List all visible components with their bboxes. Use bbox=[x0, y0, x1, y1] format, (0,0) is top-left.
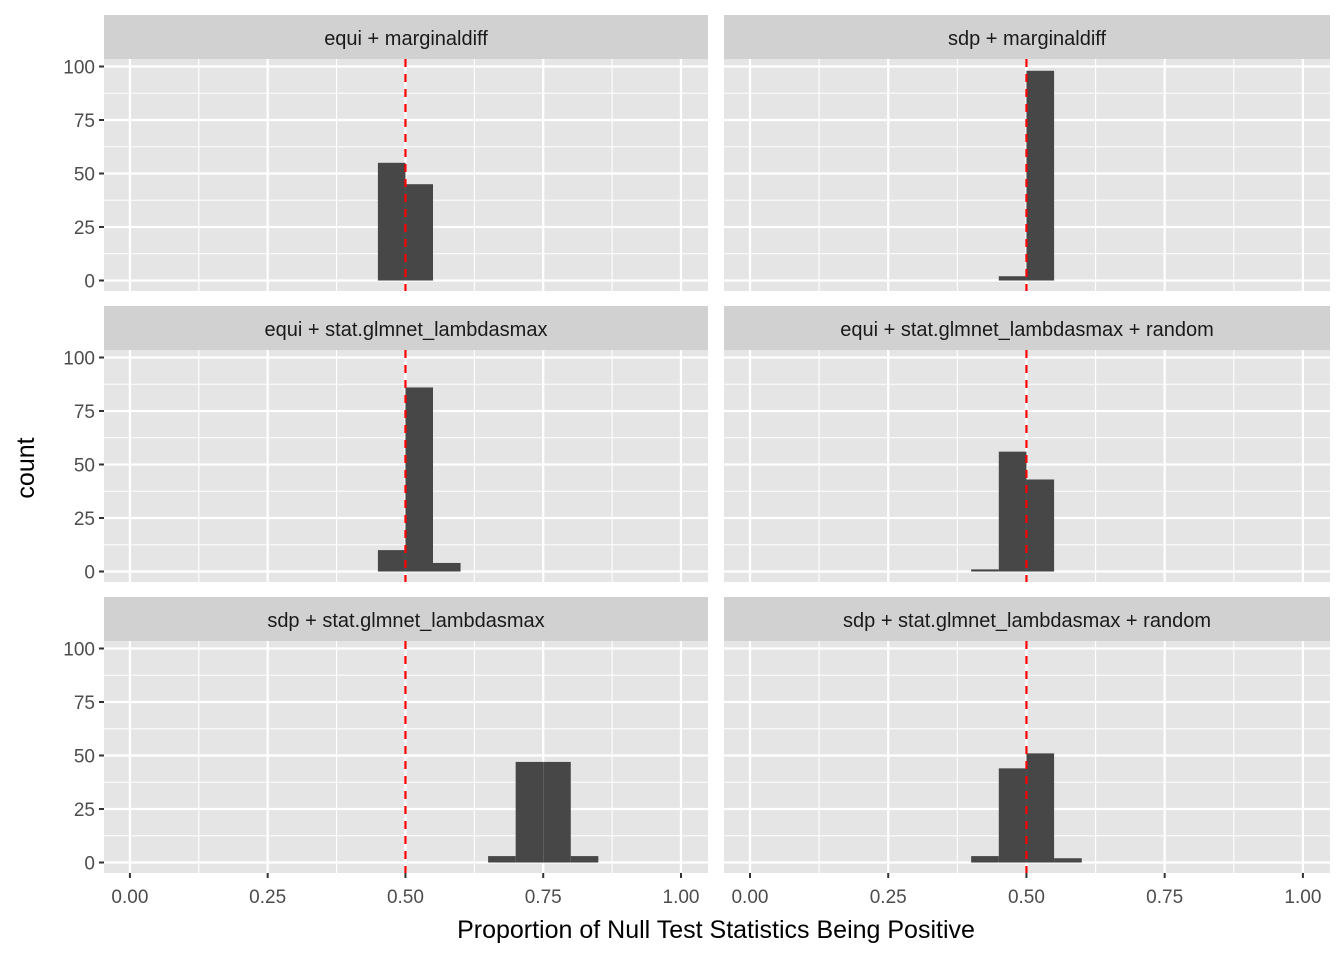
x-tick-label: 0.75 bbox=[1146, 887, 1183, 908]
histogram-bar bbox=[405, 184, 434, 281]
x-tick-label: 1.00 bbox=[1284, 887, 1321, 908]
facet-strip-label: sdp + marginaldiff bbox=[948, 28, 1107, 50]
x-axis-title: Proportion of Null Test Statistics Being… bbox=[457, 916, 975, 944]
y-tick-label: 50 bbox=[74, 747, 95, 768]
y-tick-label: 50 bbox=[74, 165, 95, 186]
x-tick-label: 0.00 bbox=[731, 887, 768, 908]
y-tick-label: 100 bbox=[63, 639, 95, 660]
y-tick-label: 0 bbox=[84, 272, 95, 293]
facet-panel: equi + stat.glmnet_lambdasmax 0 25 50 75 100 bbox=[63, 306, 708, 584]
histogram-bar bbox=[998, 768, 1027, 863]
y-tick-label: 100 bbox=[63, 348, 95, 369]
histogram-bar bbox=[488, 856, 516, 863]
histogram-bar bbox=[998, 451, 1027, 572]
facet-strip bbox=[724, 15, 1330, 59]
histogram-bar bbox=[405, 387, 434, 572]
facet-panel: sdp + stat.glmnet_lambdasmax + random 0.0… bbox=[724, 597, 1330, 908]
facet-strip-label: sdp + stat.glmnet_lambdasmax + random bbox=[843, 610, 1211, 632]
x-tick-label: 0.50 bbox=[387, 887, 424, 908]
facet-panel: sdp + stat.glmnet_lambdasmax 0 25 50 75 100 0.… bbox=[63, 597, 708, 908]
facet-panel: equi + stat.glmnet_lambdasmax + random bbox=[724, 306, 1330, 582]
facet-strip-label: equi + stat.glmnet_lambdasmax bbox=[265, 319, 548, 341]
facet-strip bbox=[104, 597, 708, 641]
y-tick-label: 25 bbox=[74, 218, 95, 239]
facet-strip bbox=[104, 306, 708, 350]
histogram-bar bbox=[570, 856, 599, 863]
x-tick-label: 1.00 bbox=[663, 887, 700, 908]
histogram-bar bbox=[1026, 479, 1055, 572]
histogram-bar bbox=[377, 550, 406, 572]
histogram-bar bbox=[971, 856, 999, 863]
histogram-bar bbox=[971, 569, 999, 572]
facet-strip bbox=[104, 15, 708, 59]
facet-panel: sdp + marginaldiff bbox=[724, 15, 1330, 291]
facet-strip bbox=[724, 306, 1330, 350]
facet-panel: equi + marginaldiff 0 25 50 75 100 bbox=[63, 15, 708, 293]
histogram-bar bbox=[377, 162, 406, 281]
histogram-bar bbox=[433, 562, 461, 572]
facet-strip-label: sdp + stat.glmnet_lambdasmax bbox=[267, 610, 544, 632]
histogram-bar bbox=[543, 761, 571, 863]
facet-strip bbox=[724, 597, 1330, 641]
facet-strip-label: equi + marginaldiff bbox=[324, 28, 488, 50]
histogram-bar bbox=[1026, 753, 1055, 863]
y-tick-label: 0 bbox=[84, 854, 95, 875]
x-tick-label: 0.25 bbox=[249, 887, 286, 908]
histogram-bar bbox=[1054, 858, 1082, 863]
histogram-bar bbox=[998, 276, 1027, 281]
histogram-bar bbox=[1026, 70, 1055, 281]
x-tick-label: 0.00 bbox=[111, 887, 148, 908]
y-tick-label: 25 bbox=[74, 509, 95, 530]
x-tick-label: 0.50 bbox=[1008, 887, 1045, 908]
x-tick-label: 0.25 bbox=[870, 887, 907, 908]
y-tick-label: 75 bbox=[74, 693, 95, 714]
x-tick-label: 0.75 bbox=[525, 887, 562, 908]
y-tick-label: 25 bbox=[74, 800, 95, 821]
facet-strip-label: equi + stat.glmnet_lambdasmax + random bbox=[840, 319, 1214, 341]
y-tick-label: 0 bbox=[84, 563, 95, 584]
y-tick-label: 50 bbox=[74, 456, 95, 477]
y-tick-label: 100 bbox=[63, 57, 95, 78]
histogram-bar bbox=[515, 761, 544, 863]
y-tick-label: 75 bbox=[74, 111, 95, 132]
y-axis-title: count bbox=[12, 437, 40, 498]
y-tick-label: 75 bbox=[74, 402, 95, 423]
